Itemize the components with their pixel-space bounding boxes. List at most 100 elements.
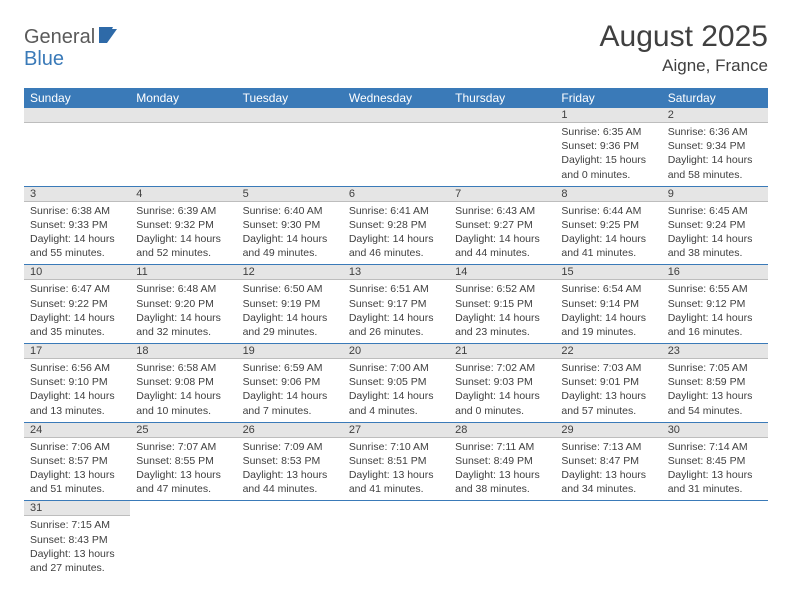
sunrise-text: Sunrise: 7:14 AM (668, 440, 762, 454)
day-number: 17 (24, 344, 130, 359)
sunset-text: Sunset: 8:51 PM (349, 454, 443, 468)
sunrise-text: Sunrise: 7:02 AM (455, 361, 549, 375)
day-number: 25 (130, 423, 236, 438)
calendar-week-row: 31Sunrise: 7:15 AMSunset: 8:43 PMDayligh… (24, 501, 768, 579)
calendar-day-cell: 10Sunrise: 6:47 AMSunset: 9:22 PMDayligh… (24, 265, 130, 344)
daylight-line2: and 0 minutes. (455, 404, 549, 418)
day-number: 3 (24, 187, 130, 202)
calendar-week-row: 1Sunrise: 6:35 AMSunset: 9:36 PMDaylight… (24, 108, 768, 186)
calendar-day-cell: 22Sunrise: 7:03 AMSunset: 9:01 PMDayligh… (555, 344, 661, 423)
daylight-line1: Daylight: 14 hours (30, 389, 124, 403)
calendar-day-cell: 11Sunrise: 6:48 AMSunset: 9:20 PMDayligh… (130, 265, 236, 344)
sunset-text: Sunset: 9:10 PM (30, 375, 124, 389)
calendar-day-cell: 9Sunrise: 6:45 AMSunset: 9:24 PMDaylight… (662, 186, 768, 265)
calendar-day-cell: 6Sunrise: 6:41 AMSunset: 9:28 PMDaylight… (343, 186, 449, 265)
day-details: Sunrise: 6:45 AMSunset: 9:24 PMDaylight:… (662, 202, 768, 265)
daylight-line2: and 0 minutes. (561, 168, 655, 182)
daylight-line1: Daylight: 14 hours (243, 232, 337, 246)
day-details: Sunrise: 6:43 AMSunset: 9:27 PMDaylight:… (449, 202, 555, 265)
sunset-text: Sunset: 8:59 PM (668, 375, 762, 389)
day-details: Sunrise: 7:10 AMSunset: 8:51 PMDaylight:… (343, 438, 449, 501)
day-details: Sunrise: 6:41 AMSunset: 9:28 PMDaylight:… (343, 202, 449, 265)
sunrise-text: Sunrise: 6:39 AM (136, 204, 230, 218)
sunrise-text: Sunrise: 7:11 AM (455, 440, 549, 454)
daylight-line1: Daylight: 14 hours (561, 232, 655, 246)
calendar-day-cell: 24Sunrise: 7:06 AMSunset: 8:57 PMDayligh… (24, 422, 130, 501)
daylight-line2: and 41 minutes. (561, 246, 655, 260)
sunset-text: Sunset: 9:27 PM (455, 218, 549, 232)
day-number: 26 (237, 423, 343, 438)
sunset-text: Sunset: 8:55 PM (136, 454, 230, 468)
calendar-day-cell (662, 501, 768, 579)
day-details: Sunrise: 6:38 AMSunset: 9:33 PMDaylight:… (24, 202, 130, 265)
daylight-line1: Daylight: 15 hours (561, 153, 655, 167)
day-number: 13 (343, 265, 449, 280)
calendar-day-cell: 12Sunrise: 6:50 AMSunset: 9:19 PMDayligh… (237, 265, 343, 344)
calendar-week-row: 3Sunrise: 6:38 AMSunset: 9:33 PMDaylight… (24, 186, 768, 265)
daylight-line2: and 13 minutes. (30, 404, 124, 418)
daylight-line2: and 47 minutes. (136, 482, 230, 496)
day-details: Sunrise: 6:56 AMSunset: 9:10 PMDaylight:… (24, 359, 130, 422)
sunset-text: Sunset: 9:22 PM (30, 297, 124, 311)
calendar-day-cell (343, 108, 449, 186)
page-title: August 2025 (600, 20, 768, 54)
calendar-day-cell: 23Sunrise: 7:05 AMSunset: 8:59 PMDayligh… (662, 344, 768, 423)
calendar-day-cell (449, 501, 555, 579)
weekday-header: Sunday (24, 88, 130, 108)
calendar-week-row: 24Sunrise: 7:06 AMSunset: 8:57 PMDayligh… (24, 422, 768, 501)
day-number: 4 (130, 187, 236, 202)
calendar-day-cell: 26Sunrise: 7:09 AMSunset: 8:53 PMDayligh… (237, 422, 343, 501)
day-details: Sunrise: 6:39 AMSunset: 9:32 PMDaylight:… (130, 202, 236, 265)
calendar-day-cell: 29Sunrise: 7:13 AMSunset: 8:47 PMDayligh… (555, 422, 661, 501)
sunrise-text: Sunrise: 6:55 AM (668, 282, 762, 296)
day-number: 20 (343, 344, 449, 359)
calendar-day-cell: 2Sunrise: 6:36 AMSunset: 9:34 PMDaylight… (662, 108, 768, 186)
daylight-line2: and 16 minutes. (668, 325, 762, 339)
daylight-line2: and 4 minutes. (349, 404, 443, 418)
sunset-text: Sunset: 9:01 PM (561, 375, 655, 389)
sunrise-text: Sunrise: 6:54 AM (561, 282, 655, 296)
sunset-text: Sunset: 8:43 PM (30, 533, 124, 547)
daylight-line1: Daylight: 14 hours (30, 232, 124, 246)
calendar-day-cell: 28Sunrise: 7:11 AMSunset: 8:49 PMDayligh… (449, 422, 555, 501)
sunset-text: Sunset: 9:34 PM (668, 139, 762, 153)
calendar-day-cell: 27Sunrise: 7:10 AMSunset: 8:51 PMDayligh… (343, 422, 449, 501)
day-number: 14 (449, 265, 555, 280)
sunset-text: Sunset: 9:05 PM (349, 375, 443, 389)
sunrise-text: Sunrise: 6:48 AM (136, 282, 230, 296)
calendar-day-cell (24, 108, 130, 186)
day-details: Sunrise: 7:06 AMSunset: 8:57 PMDaylight:… (24, 438, 130, 501)
day-details: Sunrise: 6:36 AMSunset: 9:34 PMDaylight:… (662, 123, 768, 186)
day-details: Sunrise: 6:52 AMSunset: 9:15 PMDaylight:… (449, 280, 555, 343)
daylight-line1: Daylight: 14 hours (668, 232, 762, 246)
calendar-day-cell: 31Sunrise: 7:15 AMSunset: 8:43 PMDayligh… (24, 501, 130, 579)
daylight-line1: Daylight: 14 hours (349, 389, 443, 403)
calendar-day-cell: 25Sunrise: 7:07 AMSunset: 8:55 PMDayligh… (130, 422, 236, 501)
daylight-line2: and 49 minutes. (243, 246, 337, 260)
calendar-day-cell: 14Sunrise: 6:52 AMSunset: 9:15 PMDayligh… (449, 265, 555, 344)
daylight-line2: and 38 minutes. (455, 482, 549, 496)
day-number: 12 (237, 265, 343, 280)
calendar-day-cell: 16Sunrise: 6:55 AMSunset: 9:12 PMDayligh… (662, 265, 768, 344)
daylight-line1: Daylight: 14 hours (136, 311, 230, 325)
day-number: 2 (662, 108, 768, 123)
calendar-day-cell: 3Sunrise: 6:38 AMSunset: 9:33 PMDaylight… (24, 186, 130, 265)
daylight-line1: Daylight: 13 hours (30, 468, 124, 482)
daylight-line1: Daylight: 13 hours (136, 468, 230, 482)
header: General August 2025 Aigne, France (24, 20, 768, 76)
sunset-text: Sunset: 9:24 PM (668, 218, 762, 232)
day-details: Sunrise: 7:14 AMSunset: 8:45 PMDaylight:… (662, 438, 768, 501)
sunrise-text: Sunrise: 7:10 AM (349, 440, 443, 454)
day-number: 11 (130, 265, 236, 280)
sunset-text: Sunset: 8:57 PM (30, 454, 124, 468)
weekday-header: Wednesday (343, 88, 449, 108)
sunset-text: Sunset: 9:14 PM (561, 297, 655, 311)
day-details: Sunrise: 7:03 AMSunset: 9:01 PMDaylight:… (555, 359, 661, 422)
daylight-line1: Daylight: 14 hours (349, 311, 443, 325)
day-details: Sunrise: 6:54 AMSunset: 9:14 PMDaylight:… (555, 280, 661, 343)
sunrise-text: Sunrise: 6:50 AM (243, 282, 337, 296)
daylight-line1: Daylight: 13 hours (668, 389, 762, 403)
day-number: 1 (555, 108, 661, 123)
sunrise-text: Sunrise: 6:40 AM (243, 204, 337, 218)
daylight-line2: and 23 minutes. (455, 325, 549, 339)
